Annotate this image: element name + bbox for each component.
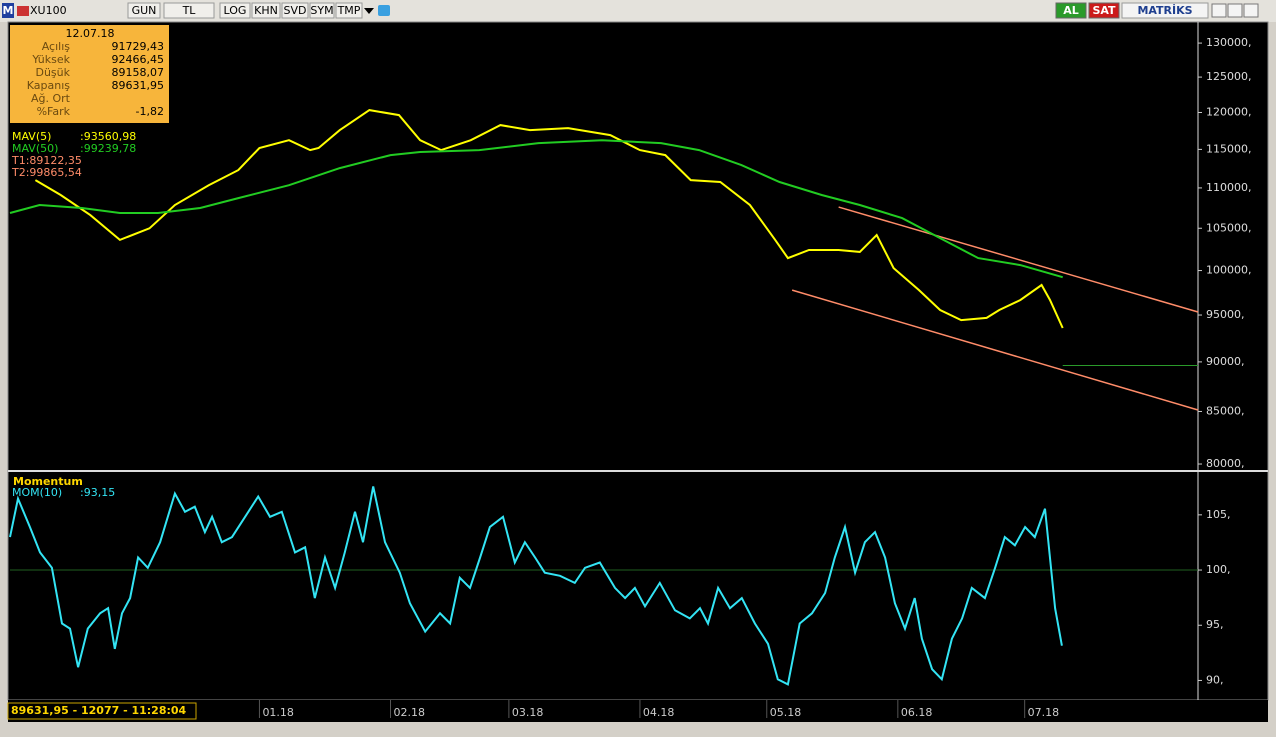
legend-readout: :93560,98 <box>80 130 136 143</box>
series-line <box>9 139 1063 279</box>
toolbar-button[interactable] <box>163 2 215 19</box>
info-value: 89631,95 <box>112 79 165 92</box>
legend-name: MAV(5) <box>12 130 51 143</box>
action-button[interactable] <box>1055 2 1087 19</box>
logo: M <box>3 4 14 17</box>
legend-trend: T1:89122,35 <box>11 154 82 167</box>
symbol-icon <box>17 6 29 16</box>
info-label: Yüksek <box>31 53 70 66</box>
x-tick-label: 02.18 <box>393 706 425 719</box>
info-label: Ağ. Ort <box>31 92 71 105</box>
toolbar-button[interactable] <box>309 2 335 19</box>
y-tick-label: 105, <box>1206 508 1231 521</box>
legend-name: MOM(10) <box>12 486 62 499</box>
legend-readout: :99239,78 <box>80 142 136 155</box>
y-tick-label: 115000, <box>1206 142 1252 155</box>
window-button[interactable] <box>1211 3 1227 18</box>
chart-area <box>7 21 1269 701</box>
window-button[interactable] <box>1227 3 1243 18</box>
toolbar-button-label[interactable]: GUN <box>132 4 157 17</box>
toolbar-button[interactable] <box>251 2 281 19</box>
info-label: Kapanış <box>27 79 71 92</box>
y-tick-label: 80000, <box>1206 457 1245 470</box>
info-value: 92466,45 <box>112 53 165 66</box>
toolbar-button-label[interactable]: TL <box>182 4 197 17</box>
x-tick-label: 03.18 <box>512 706 544 719</box>
y-tick-label: 125000, <box>1206 70 1252 83</box>
series-line <box>9 486 1063 686</box>
action-button[interactable] <box>1088 2 1120 19</box>
symbol[interactable]: XU100 <box>30 4 67 17</box>
brand: MATRİKS <box>1137 3 1192 17</box>
toolbar-button-label[interactable]: SVD <box>284 4 307 17</box>
x-tick-label: 04.18 <box>643 706 675 719</box>
y-tick-label: 105000, <box>1206 221 1252 234</box>
y-tick-label: 90, <box>1206 673 1224 686</box>
status-box <box>7 702 197 720</box>
trend-line <box>838 206 1199 313</box>
toolbar-button[interactable] <box>335 2 363 19</box>
info-label: %Fark <box>37 105 71 118</box>
info-label: Düşük <box>35 66 70 79</box>
info-panel <box>10 25 169 123</box>
y-tick-label: 130000, <box>1206 36 1252 49</box>
y-tick-label: 95000, <box>1206 308 1245 321</box>
x-tick-label: 05.18 <box>770 706 802 719</box>
status: 89631,95 - 12077 - 11:28:04 <box>11 704 187 717</box>
trend-line <box>791 289 1199 411</box>
share-icon[interactable] <box>378 5 390 16</box>
y-tick-label: 110000, <box>1206 181 1252 194</box>
info-date: 12.07.18 <box>66 27 115 40</box>
y-tick-label: 90000, <box>1206 355 1245 368</box>
action-label[interactable]: AL <box>1063 4 1079 17</box>
info-label: Açılış <box>42 40 71 53</box>
x-tick-label: 01.18 <box>262 706 294 719</box>
brand-box <box>1121 2 1209 19</box>
window-button[interactable] <box>1243 3 1259 18</box>
toolbar-button[interactable] <box>281 2 309 19</box>
toolbar-button-label[interactable]: TMP <box>337 4 361 17</box>
series-line <box>34 109 1064 329</box>
y-tick-label: 95, <box>1206 618 1224 631</box>
toolbar-button-label[interactable]: SYM <box>310 4 333 17</box>
x-tick-label: 07.18 <box>1028 706 1060 719</box>
dropdown[interactable] <box>364 8 374 14</box>
y-tick-label: 100, <box>1206 563 1231 576</box>
panel-title: Momentum <box>13 475 83 488</box>
y-tick-label: 100000, <box>1206 264 1252 277</box>
info-value: -1,82 <box>136 105 164 118</box>
logo-box <box>2 3 14 18</box>
info-value: 91729,43 <box>112 40 165 53</box>
time-axis <box>8 700 1268 722</box>
toolbar-button-label[interactable]: KHN <box>254 4 278 17</box>
toolbar-button[interactable] <box>127 2 161 19</box>
y-tick-label: 120000, <box>1206 105 1252 118</box>
toolbar-button-label[interactable]: LOG <box>224 4 247 17</box>
legend-trend: T2:99865,54 <box>11 166 82 179</box>
legend-name: MAV(50) <box>12 142 58 155</box>
x-tick-label: 06.18 <box>901 706 933 719</box>
y-tick-label: 85000, <box>1206 404 1245 417</box>
action-label[interactable]: SAT <box>1092 4 1116 17</box>
toolbar-button[interactable] <box>219 2 251 19</box>
legend-readout: :93,15 <box>80 486 115 499</box>
info-value: 89158,07 <box>112 66 165 79</box>
